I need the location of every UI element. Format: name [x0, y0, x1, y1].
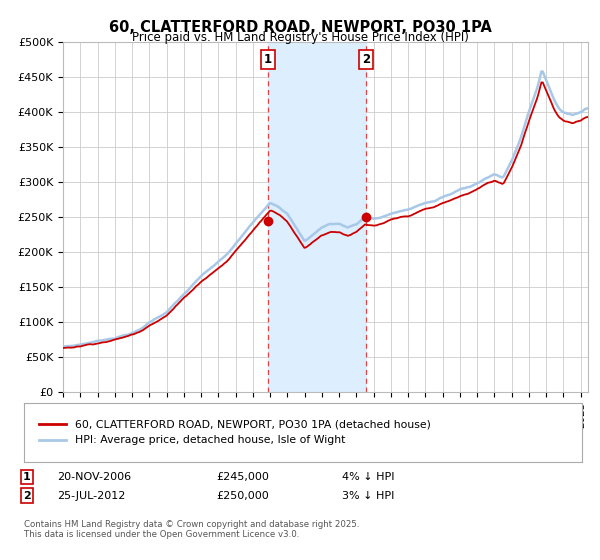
Text: 3% ↓ HPI: 3% ↓ HPI — [342, 491, 394, 501]
Legend: 60, CLATTERFORD ROAD, NEWPORT, PO30 1PA (detached house), HPI: Average price, de: 60, CLATTERFORD ROAD, NEWPORT, PO30 1PA … — [35, 416, 435, 450]
Text: 2: 2 — [362, 53, 370, 66]
Text: 20-NOV-2006: 20-NOV-2006 — [57, 472, 131, 482]
Text: 2: 2 — [23, 491, 31, 501]
Text: 1: 1 — [264, 53, 272, 66]
Text: 4% ↓ HPI: 4% ↓ HPI — [342, 472, 395, 482]
Text: Price paid vs. HM Land Registry's House Price Index (HPI): Price paid vs. HM Land Registry's House … — [131, 31, 469, 44]
Text: 1: 1 — [23, 472, 31, 482]
Text: £250,000: £250,000 — [216, 491, 269, 501]
Text: £245,000: £245,000 — [216, 472, 269, 482]
Text: 60, CLATTERFORD ROAD, NEWPORT, PO30 1PA: 60, CLATTERFORD ROAD, NEWPORT, PO30 1PA — [109, 20, 491, 35]
Bar — [268, 42, 366, 392]
Text: 25-JUL-2012: 25-JUL-2012 — [57, 491, 125, 501]
Text: Contains HM Land Registry data © Crown copyright and database right 2025.
This d: Contains HM Land Registry data © Crown c… — [24, 520, 359, 539]
